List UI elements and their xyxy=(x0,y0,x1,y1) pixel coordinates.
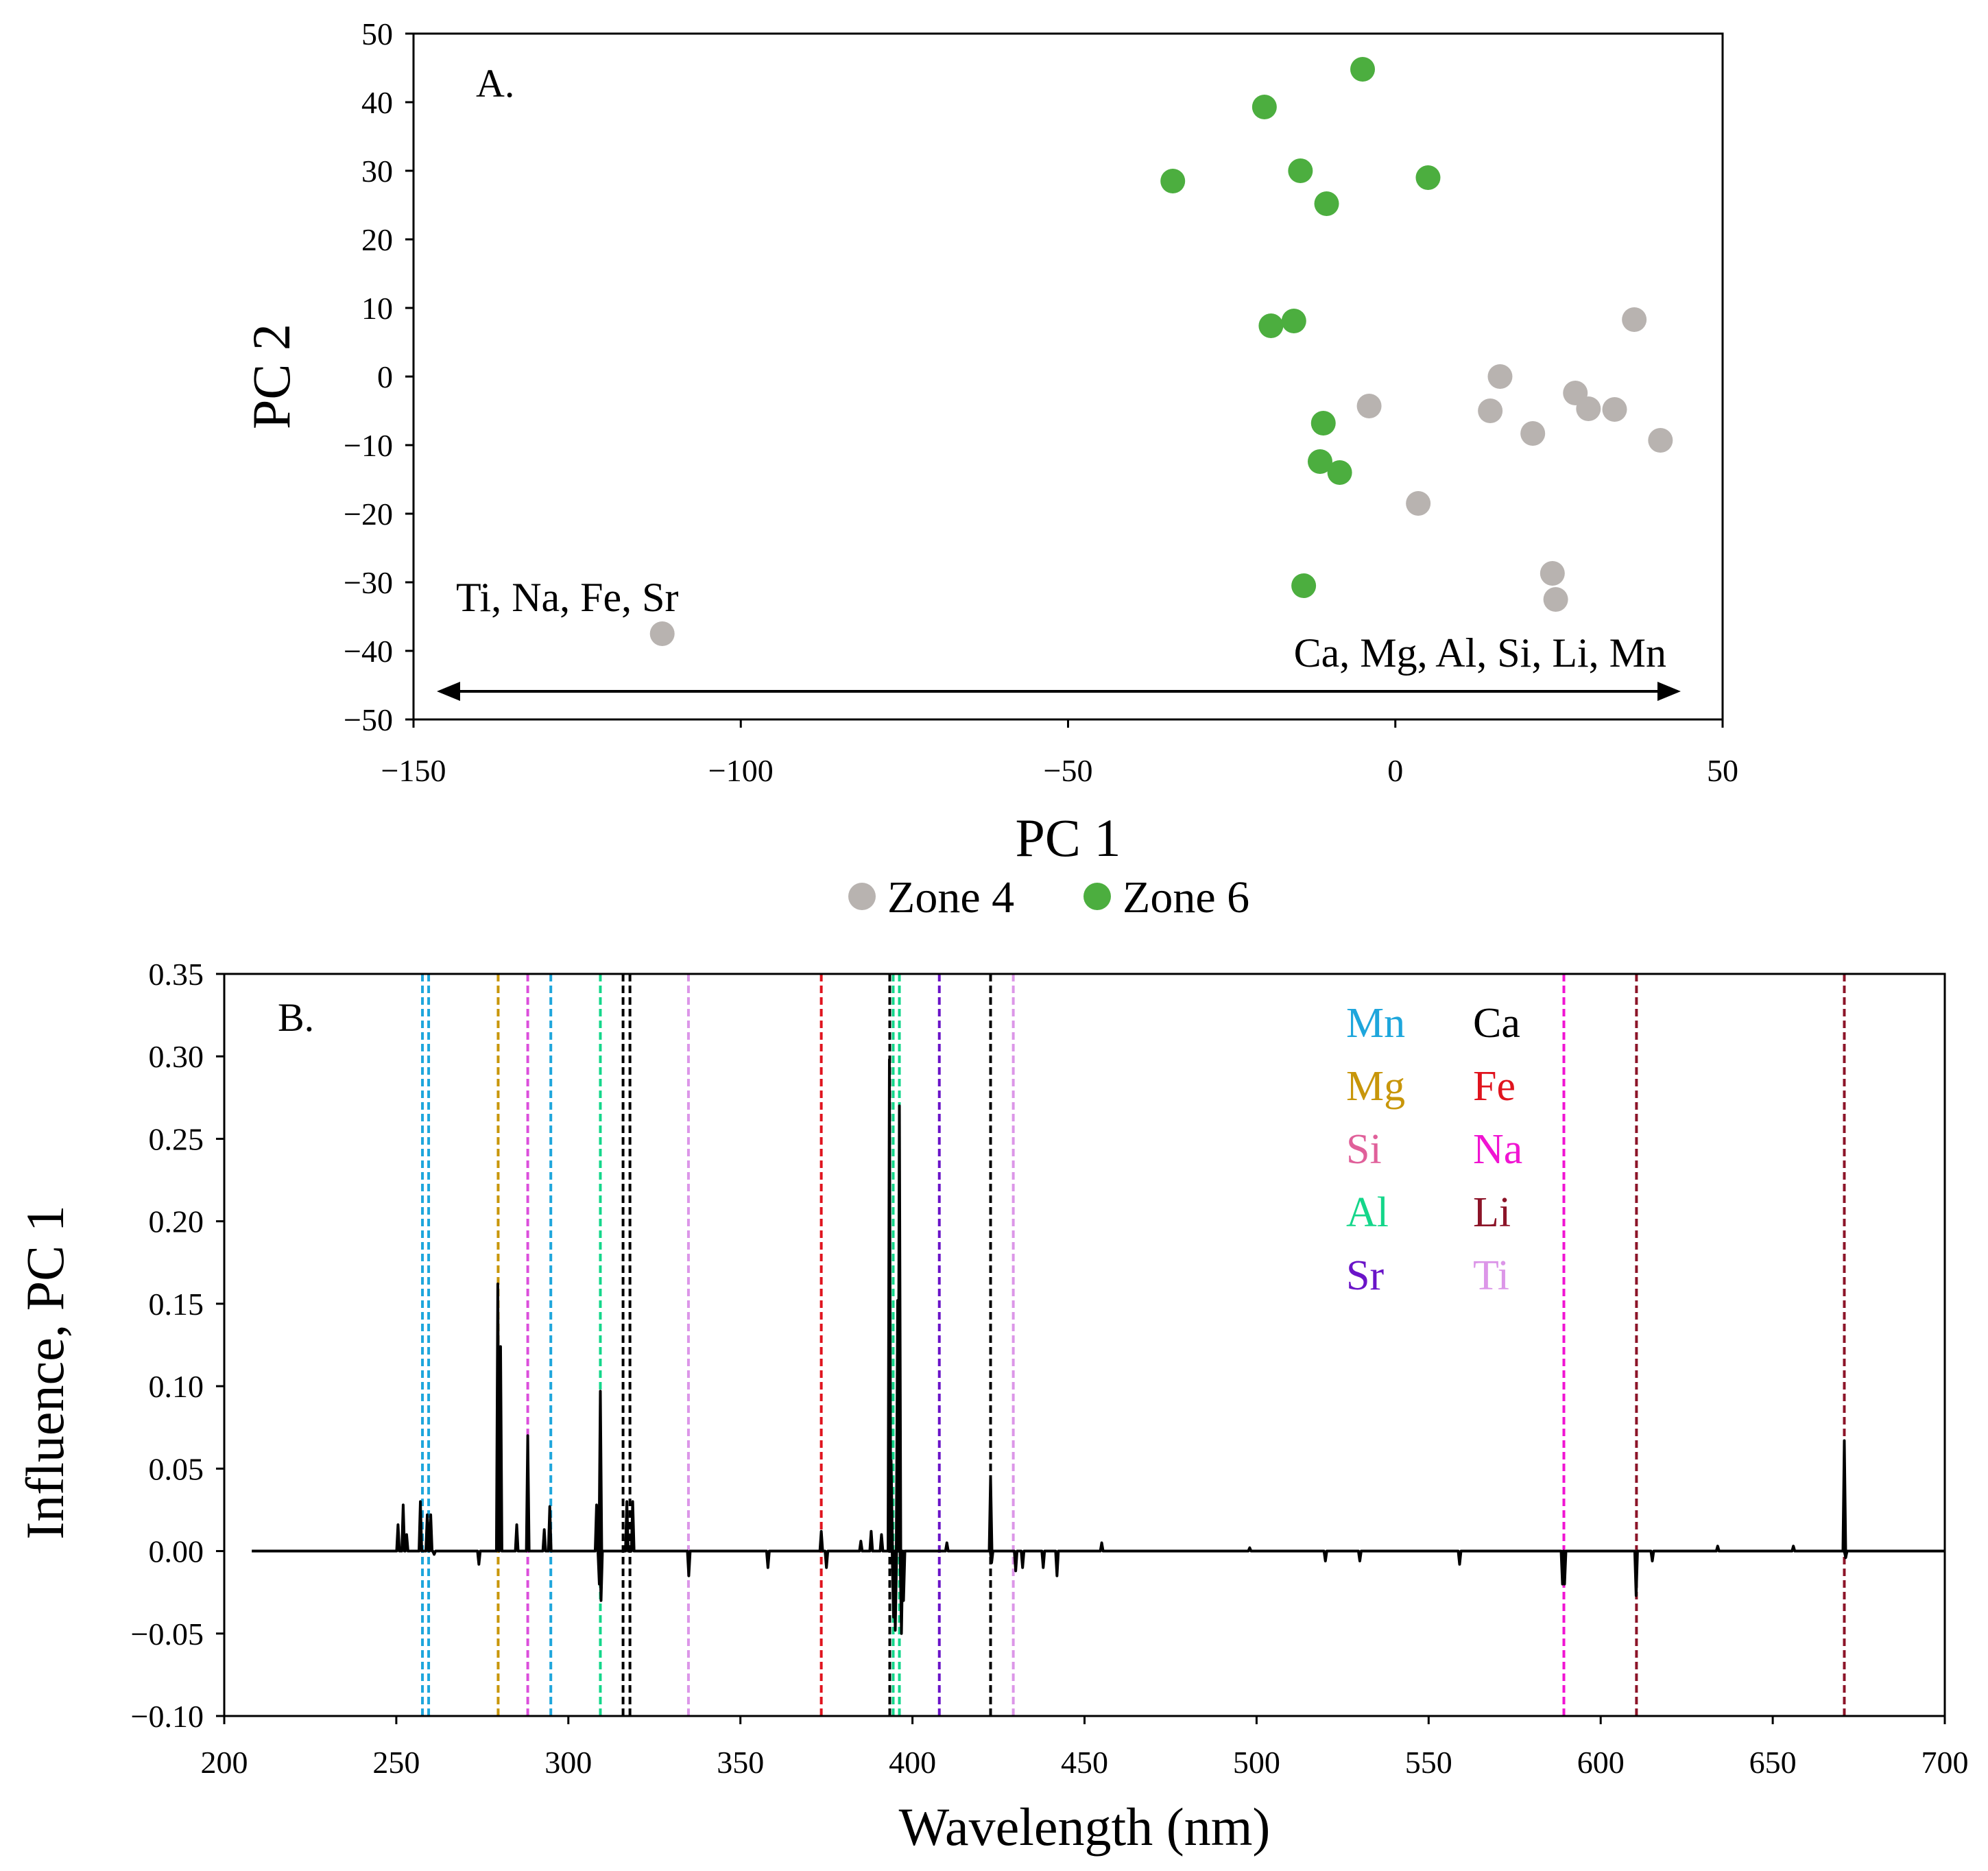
x-tick-label: 600 xyxy=(1577,1745,1625,1780)
panel-b-y-axis-title: Influence, PC 1 xyxy=(15,1205,75,1539)
x-tick-label: 0 xyxy=(1387,753,1403,788)
panel-a-label: A. xyxy=(476,61,514,106)
y-tick-label: 0.35 xyxy=(149,957,204,992)
panel-a-legend: Zone 4 Zone 6 xyxy=(848,872,1249,922)
right-group-annotation: Ca, Mg, Al, Si, Li, Mn xyxy=(1294,630,1666,676)
x-tick-label: 400 xyxy=(889,1745,936,1780)
point-zone-6 xyxy=(1314,191,1339,216)
y-tick-label: −50 xyxy=(344,702,393,737)
y-tick-label: 0.05 xyxy=(149,1451,204,1486)
legend-label-zone-6: Zone 6 xyxy=(1123,872,1249,922)
x-tick-label: 250 xyxy=(372,1745,420,1780)
point-zone-6 xyxy=(1310,411,1336,436)
point-zone-4 xyxy=(1602,397,1627,422)
y-tick-label: 40 xyxy=(361,85,393,120)
y-tick-label: 0.30 xyxy=(149,1039,204,1074)
x-tick-label: 200 xyxy=(201,1745,248,1780)
x-tick-label: 50 xyxy=(1707,753,1738,788)
y-tick-label: −0.05 xyxy=(131,1617,204,1652)
legend-marker-zone-6 xyxy=(1083,883,1111,910)
x-tick-label: −50 xyxy=(1044,753,1093,788)
x-tick-label: 650 xyxy=(1749,1745,1797,1780)
point-zone-6 xyxy=(1350,57,1376,82)
legend-element-al: Al xyxy=(1346,1189,1389,1236)
y-tick-label: 0.20 xyxy=(149,1204,204,1239)
x-tick-label: 500 xyxy=(1233,1745,1280,1780)
point-zone-6 xyxy=(1327,460,1352,485)
legend-element-fe: Fe xyxy=(1473,1063,1516,1110)
panel-b-x-axis-title: Wavelength (nm) xyxy=(899,1797,1271,1857)
y-tick-label: 0.25 xyxy=(149,1121,204,1156)
legend-element-si: Si xyxy=(1346,1126,1382,1173)
y-tick-label: 0.15 xyxy=(149,1287,204,1322)
legend-element-mg: Mg xyxy=(1346,1063,1405,1110)
legend-element-ca: Ca xyxy=(1473,1000,1520,1047)
legend-element-na: Na xyxy=(1473,1126,1522,1173)
y-tick-label: 0.10 xyxy=(149,1369,204,1404)
x-tick-label: −150 xyxy=(381,753,446,788)
x-tick-label: 700 xyxy=(1921,1745,1969,1780)
x-tick-label: 350 xyxy=(717,1745,764,1780)
legend-element-ti: Ti xyxy=(1473,1252,1509,1299)
point-zone-4 xyxy=(1487,364,1513,389)
point-zone-4 xyxy=(1356,394,1382,418)
y-tick-label: 30 xyxy=(361,154,393,189)
point-zone-4 xyxy=(649,621,675,646)
point-zone-6 xyxy=(1307,449,1332,474)
x-tick-label: 550 xyxy=(1405,1745,1452,1780)
y-tick-label: −30 xyxy=(344,565,393,600)
point-zone-4 xyxy=(1406,491,1431,516)
legend-marker-zone-4 xyxy=(848,883,876,910)
pc1-double-arrow xyxy=(437,682,1681,701)
y-tick-label: −20 xyxy=(344,497,393,532)
point-zone-4 xyxy=(1648,428,1673,453)
left-group-annotation: Ti, Na, Fe, Sr xyxy=(456,575,679,620)
x-tick-label: −100 xyxy=(708,753,774,788)
point-zone-6 xyxy=(1281,309,1306,333)
y-tick-label: 0.00 xyxy=(149,1534,204,1569)
y-tick-label: 50 xyxy=(361,16,393,51)
arrow-head-left xyxy=(437,682,460,701)
point-zone-4 xyxy=(1543,587,1568,612)
panel-a-x-axis-title: PC 1 xyxy=(1016,808,1121,868)
y-tick-label: 10 xyxy=(361,291,393,326)
panel-a-axis-ticks: 50 40 30 20 10 0 −10 −20 −30 −40 −50 −150 −100 −50 0 50 xyxy=(344,16,1738,788)
y-tick-label: −0.10 xyxy=(131,1699,204,1734)
pc1-influence-line xyxy=(252,1058,1945,1635)
legend-label-zone-4: Zone 4 xyxy=(887,872,1014,922)
x-tick-label: 300 xyxy=(544,1745,592,1780)
panel-a-y-axis-title: PC 2 xyxy=(241,324,301,429)
point-zone-4 xyxy=(1622,307,1647,332)
point-zone-6 xyxy=(1291,573,1317,598)
y-tick-label: 0 xyxy=(377,359,393,394)
panel-b-label: B. xyxy=(278,995,314,1040)
y-tick-label: 20 xyxy=(361,222,393,257)
panel-b-axis-ticks: 0.35 0.30 0.25 0.20 0.15 0.10 0.05 0.00 −0.05 −0.… xyxy=(131,957,1969,1780)
legend-element-li: Li xyxy=(1473,1189,1511,1236)
point-zone-6 xyxy=(1160,169,1186,193)
y-tick-label: −10 xyxy=(344,428,393,463)
x-tick-label: 450 xyxy=(1061,1745,1108,1780)
y-tick-label: −40 xyxy=(344,634,393,669)
panel-b-spectrum: 0.35 0.30 0.25 0.20 0.15 0.10 0.05 0.00 −0.05 −0.… xyxy=(15,957,1969,1857)
point-zone-6 xyxy=(1288,158,1313,183)
point-zone-4 xyxy=(1576,396,1601,421)
legend-element-mn: Mn xyxy=(1346,1000,1405,1047)
legend-element-sr: Sr xyxy=(1346,1252,1384,1299)
point-zone-6 xyxy=(1252,95,1277,119)
panel-a-points xyxy=(649,57,1673,646)
point-zone-4 xyxy=(1478,398,1503,423)
point-zone-4 xyxy=(1540,561,1565,586)
panel-b-element-legend: Mn Mg Si Al Sr Ca Fe Na Li Ti xyxy=(1346,1000,1522,1299)
point-zone-6 xyxy=(1258,313,1284,338)
arrow-head-right xyxy=(1657,682,1681,701)
point-zone-4 xyxy=(1520,421,1546,446)
point-zone-6 xyxy=(1415,165,1441,190)
